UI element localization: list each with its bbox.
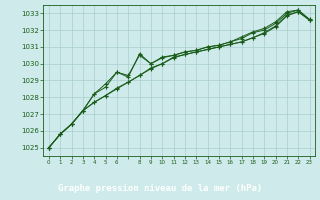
Text: Graphe pression niveau de la mer (hPa): Graphe pression niveau de la mer (hPa)	[58, 184, 262, 193]
